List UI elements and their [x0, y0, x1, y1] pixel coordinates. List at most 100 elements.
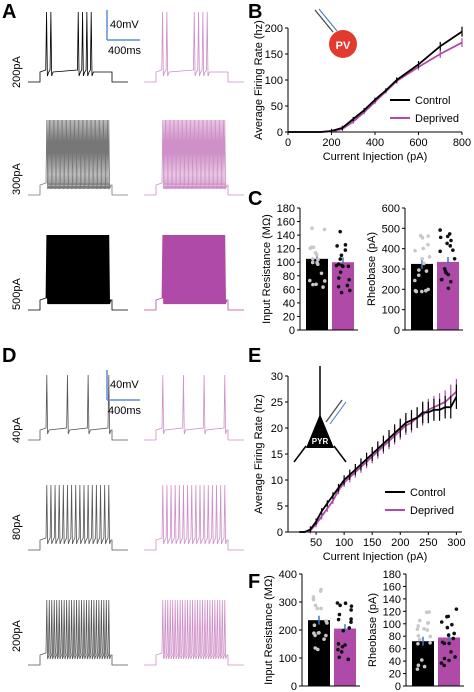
x-tick-label: 400 [366, 137, 384, 149]
current-label: 500pA [11, 278, 23, 310]
x-axis-label: Current Injection (pA) [323, 151, 428, 163]
data-point [339, 650, 344, 654]
chart-e: 50 100 150 200 250 300 0 5 10 15 20 25 30 Current Inj… [253, 371, 466, 563]
y-axis-label: Rheobase (pA) [366, 232, 378, 306]
data-point [413, 278, 417, 283]
y-tick-label: 40 [283, 298, 295, 310]
y-tick-label: 400 [279, 569, 297, 581]
y-tick-label: 150 [265, 49, 283, 61]
data-point [335, 601, 340, 605]
data-point [340, 263, 344, 268]
panel-a-traces [28, 11, 244, 311]
x-tick-label: 250 [419, 537, 437, 549]
data-point [425, 628, 430, 632]
data-point [311, 245, 316, 250]
x-tick-label: 100 [335, 537, 353, 549]
y-tick-label: 0 [291, 681, 297, 692]
data-point [416, 663, 421, 668]
series-line-control [288, 30, 463, 133]
data-point [336, 642, 341, 646]
y-tick-label: 10 [271, 475, 283, 487]
data-point [310, 260, 315, 265]
y-tick-label: 0 [394, 325, 400, 337]
bar-deprived [437, 261, 459, 330]
bar-control [411, 263, 433, 330]
trace-deprived-40pa [144, 374, 244, 441]
trace-control-300pa [28, 119, 128, 196]
data-point [428, 641, 432, 645]
data-point [336, 647, 340, 652]
data-point [449, 238, 453, 243]
data-point [422, 664, 427, 669]
data-point [319, 271, 324, 276]
data-point [349, 617, 353, 621]
data-point [420, 658, 424, 662]
y-axis-label: Rheobase (pA) [367, 593, 379, 667]
panel-a-current-labels: 200pA 300pA 500pA [11, 56, 23, 310]
trace-deprived-500pa [144, 234, 244, 311]
data-point [428, 634, 433, 639]
scale-time: 400ms [108, 45, 142, 57]
data-point [341, 628, 346, 633]
data-point [347, 626, 352, 630]
data-point [447, 641, 451, 646]
data-point [322, 637, 326, 641]
data-point [439, 661, 444, 665]
y-tick-label: 500 [382, 223, 400, 235]
data-point [448, 279, 453, 284]
data-point [446, 272, 451, 277]
data-point [452, 631, 456, 636]
data-point [318, 589, 323, 593]
y-tick-label: 160 [383, 581, 401, 593]
y-tick-label: 100 [279, 653, 297, 665]
scale-voltage: 40mV [110, 379, 139, 391]
y-tick-label: 30 [271, 371, 283, 383]
data-point [322, 227, 327, 232]
data-point [313, 603, 318, 608]
legend-entry: Control [415, 95, 450, 107]
data-point [438, 235, 443, 240]
trace-deprived-300pa [144, 119, 244, 196]
y-tick-label: 400 [382, 244, 400, 256]
data-point [416, 633, 421, 638]
trace-deprived-80pa [144, 484, 244, 551]
panel-label-b: B [248, 1, 262, 23]
data-point [336, 276, 341, 280]
data-point [321, 285, 325, 289]
trace-deprived-200pa [144, 599, 244, 666]
data-point [312, 623, 317, 628]
data-point [415, 627, 420, 632]
data-point [442, 656, 447, 661]
scale-time: 400ms [108, 405, 142, 417]
panel-label-e: E [248, 345, 261, 367]
data-point [349, 620, 353, 624]
trace-control-200pa [28, 599, 128, 666]
data-point [310, 257, 315, 261]
y-tick-label: 180 [383, 569, 401, 581]
data-point [422, 261, 426, 266]
y-tick-label: 40 [389, 656, 401, 668]
panel-d-scale-bar: 40mV 400ms [106, 370, 142, 417]
x-tick-label: 600 [409, 137, 427, 149]
data-point [334, 263, 339, 268]
trace-control-40pa [28, 374, 128, 441]
data-point [338, 603, 342, 608]
data-point [347, 277, 351, 282]
y-tick-label: 140 [277, 230, 295, 242]
y-tick-label: 300 [382, 264, 400, 276]
legend-entry: Control [410, 487, 445, 499]
data-point [338, 270, 343, 274]
data-point [442, 641, 447, 646]
current-label: 200pA [11, 620, 23, 652]
data-point [452, 256, 457, 261]
trace-deprived-200pa [144, 11, 244, 83]
panel-d-traces [28, 374, 244, 666]
y-tick-label: 25 [271, 397, 283, 409]
data-point [438, 249, 442, 254]
current-label: 40pA [11, 417, 23, 443]
y-tick-label: 5 [277, 501, 283, 513]
y-tick-label: 100 [383, 619, 401, 631]
panel-d-current-labels: 40pA 80pA 200pA [11, 417, 23, 652]
data-point [427, 255, 432, 259]
data-point [316, 631, 321, 635]
